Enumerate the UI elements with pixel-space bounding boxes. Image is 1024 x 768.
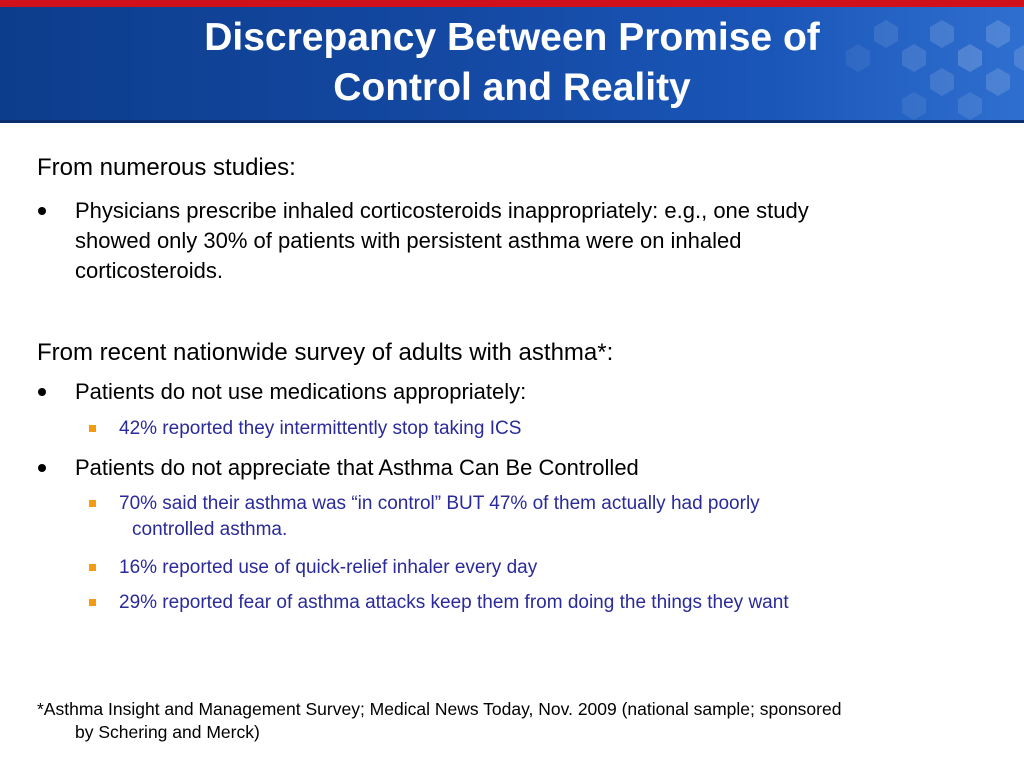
hexagon-pattern-decoration [846,20,1024,120]
sub-bullet-text: 70% said their asthma was “in control” B… [119,493,760,514]
bullet-text-line: showed only 30% of patients with persist… [75,228,742,253]
slide-title-line-2: Control and Reality [333,66,691,109]
top-accent-bar [0,0,1024,7]
bullet-text-line: Physicians prescribe inhaled corticoster… [75,198,809,223]
slide-header: Discrepancy Between Promise of Control a… [0,7,1024,120]
bullet-text: Patients do not appreciate that Asthma C… [75,455,639,480]
slide-title: Discrepancy Between Promise of Control a… [0,13,1024,113]
bullet-text: Patients do not use medications appropri… [75,379,527,404]
bullet-marker [38,388,46,396]
header-divider [0,120,1024,123]
bullet-marker [38,464,46,472]
sub-bullet-marker [89,599,96,606]
slide-title-line-1: Discrepancy Between Promise of [204,16,820,59]
section-heading-survey: From recent nationwide survey of adults … [37,339,614,366]
sub-bullet-marker [89,500,96,507]
bullet-text-line: corticosteroids. [75,258,223,283]
sub-bullet-marker [89,425,96,432]
sub-bullet-text: 42% reported they intermittently stop ta… [119,418,522,439]
sub-bullet-text: 16% reported use of quick-relief inhaler… [119,557,538,578]
footnote-line: *Asthma Insight and Management Survey; M… [37,699,842,719]
sub-bullet-text: 29% reported fear of asthma attacks keep… [119,592,789,613]
sub-bullet-text: controlled asthma. [132,519,288,540]
sub-bullet-marker [89,564,96,571]
footnote-line: by Schering and Merck) [75,722,260,742]
bullet-marker [38,207,46,215]
section-heading-studies: From numerous studies: [37,154,296,181]
